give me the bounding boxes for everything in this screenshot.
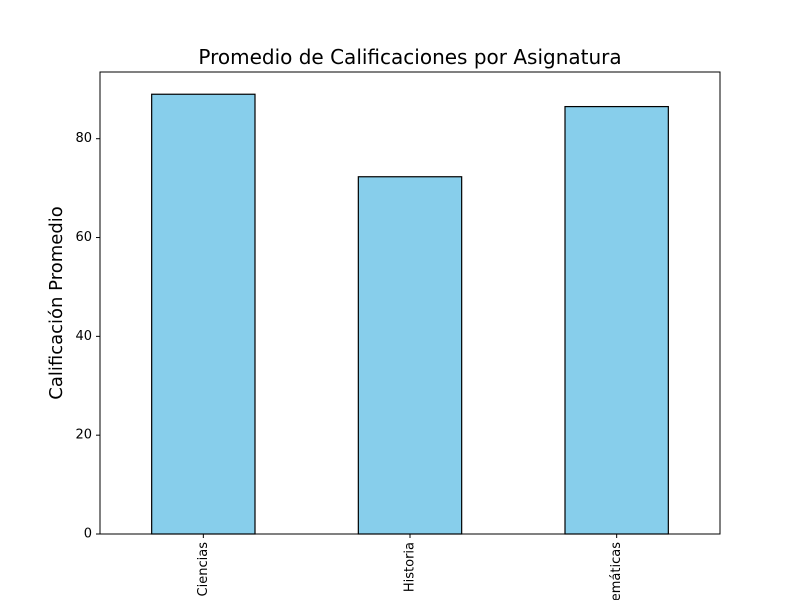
- y-tick-label: 0: [84, 527, 92, 542]
- y-axis-label: Calificación Promedio: [46, 206, 67, 400]
- bar-3: [564, 105, 669, 535]
- y-tick-label: 40: [75, 329, 92, 344]
- chart-title: Promedio de Calificaciones por Asignatur…: [198, 45, 621, 69]
- x-tick-label: Matemáticas: [609, 542, 624, 600]
- axes-layer: Ciencias Historia Matemáticas 0 20 40 60 80: [75, 71, 721, 605]
- bars-layer: [151, 93, 669, 535]
- plot-frame: [99, 71, 721, 535]
- y-tick-label: 60: [75, 230, 92, 245]
- bar-1: [151, 93, 256, 535]
- x-tick-label: Ciencias: [196, 542, 211, 597]
- x-tick-label: Historia: [403, 542, 418, 592]
- y-tick-label: 80: [75, 131, 92, 146]
- bar-2: [357, 176, 463, 535]
- y-tick-label: 20: [75, 428, 92, 443]
